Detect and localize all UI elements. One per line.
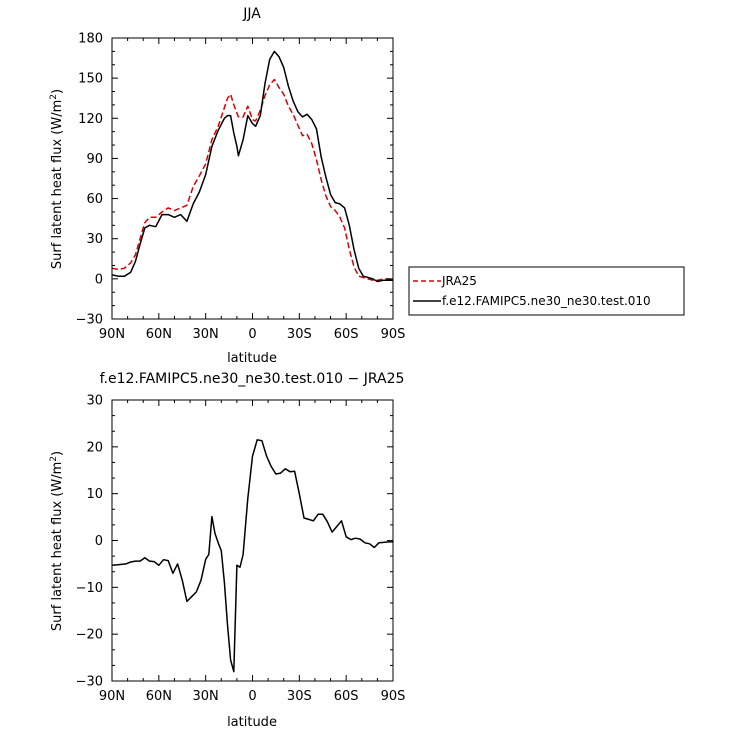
legend: JRA25 f.e12.FAMIPC5.ne30_ne30.test.010 (408, 266, 685, 316)
bottom-x-tick-label: 60S (334, 689, 359, 704)
bottom-x-tick-label: 0 (248, 689, 256, 704)
top-x-tick-label: 30S (287, 327, 312, 342)
bottom-y-tick-label: −30 (76, 675, 103, 690)
legend-label-jra25: JRA25 (441, 274, 477, 288)
top-x-tick-label: 90N (99, 327, 125, 342)
bottom-x-tick-label: 90N (99, 689, 125, 704)
top-x-tick-label: 30N (193, 327, 219, 342)
bottom-y-tick-label: −10 (76, 581, 103, 596)
bottom-x-tick-label: 30N (193, 689, 219, 704)
bottom-y-tick-label: 30 (86, 394, 103, 409)
top-plot-area: 90N 60N 30N 0 30S 60S 90S −30 0 30 60 90 120 150 180 (76, 32, 406, 343)
bottom-plot-area: 90N 60N 30N 0 30S 60S 90S −30 −20 −10 0 10 20 30 (76, 394, 406, 705)
bottom-y-tick-label: 0 (95, 534, 103, 549)
legend-box (408, 266, 685, 316)
bottom-x-tick-label: 30S (287, 689, 312, 704)
top-x-axis-label: latitude (227, 351, 277, 366)
top-y-tick-label: 90 (86, 152, 103, 167)
top-x-tick-label: 60N (146, 327, 172, 342)
bottom-series-line-0 (112, 439, 393, 673)
top-y-tick-label: 120 (78, 112, 103, 127)
bottom-x-axis-label: latitude (227, 715, 277, 730)
top-y-tick-label: 60 (86, 192, 103, 207)
top-chart-title: JJA (242, 6, 261, 22)
top-series-line-0 (112, 78, 393, 281)
top-y-tick-label: 150 (78, 72, 103, 87)
top-plot-frame (111, 37, 394, 320)
top-y-axis-label: Surf latent heat flux (W/m2) (49, 89, 65, 269)
top-x-tick-label: 0 (248, 327, 256, 342)
bottom-x-tick-label: 90S (381, 689, 406, 704)
top-series-line-1 (112, 50, 393, 283)
bottom-chart: f.e12.FAMIPC5.ne30_ne30.test.010 − JRA25… (49, 371, 405, 730)
top-y-tick-label: 180 (78, 32, 103, 47)
bottom-y-tick-label: 20 (86, 440, 103, 455)
bottom-plot-frame (111, 399, 394, 682)
bottom-y-tick-label: −20 (76, 628, 103, 643)
bottom-y-tick-label: 10 (86, 487, 103, 502)
top-x-tick-label: 90S (381, 327, 406, 342)
top-y-tick-label: −30 (76, 313, 103, 328)
top-x-tick-label: 60S (334, 327, 359, 342)
bottom-y-axis-label: Surf latent heat flux (W/m2) (49, 451, 65, 631)
bottom-chart-title: f.e12.FAMIPC5.ne30_ne30.test.010 − JRA25 (100, 371, 405, 387)
top-chart: JJA 90N 60N 30N 0 30S 60S 90S −30 0 30 60 90 120 150 1… (49, 6, 405, 366)
top-y-tick-label: 0 (95, 272, 103, 287)
bottom-x-tick-label: 60N (146, 689, 172, 704)
legend-label-model: f.e12.FAMIPC5.ne30_ne30.test.010 (442, 294, 651, 308)
top-y-tick-label: 30 (86, 232, 103, 247)
